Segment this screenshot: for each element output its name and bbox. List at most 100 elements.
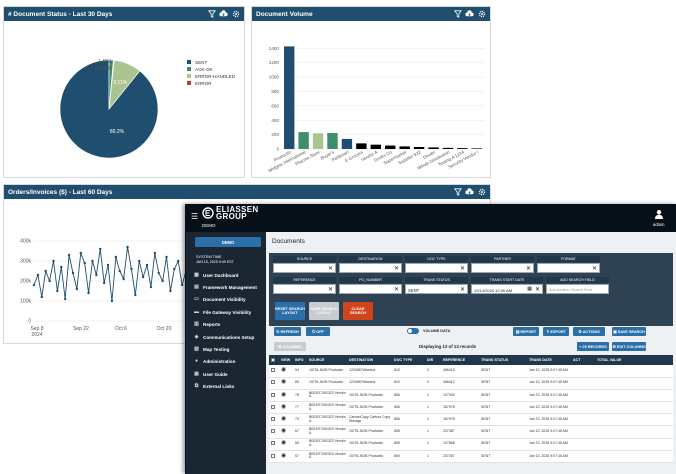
reset-search-layout-button[interactable]: RESET SEARCH LAYOUT [275, 302, 305, 320]
add-search-field-input[interactable]: Add Another Search Field [546, 284, 609, 294]
row-checkbox[interactable] [271, 380, 275, 385]
data-point[interactable] [32, 283, 36, 287]
filter-format-header[interactable]: FORMAT [537, 256, 600, 262]
row-select-cell[interactable] [269, 377, 279, 390]
filter-doctype-header[interactable]: DOC TYPE [405, 256, 468, 262]
data-point[interactable] [141, 275, 145, 279]
user-avatar-icon[interactable] [654, 209, 664, 221]
column-header[interactable]: DIR [425, 355, 441, 365]
column-header[interactable]: DOC TYPE [392, 355, 425, 365]
filter-destination-header[interactable]: DESTINATION [339, 256, 402, 262]
row-select-cell[interactable] [269, 389, 279, 403]
column-header[interactable]: VIEW [279, 355, 293, 365]
filter-reference-input[interactable]: ✕ [273, 284, 336, 294]
row-select-cell[interactable] [269, 365, 279, 378]
data-point[interactable] [149, 285, 153, 289]
gear-icon[interactable] [477, 10, 486, 19]
bar[interactable] [298, 132, 309, 149]
column-header[interactable]: TOTAL VALUE [595, 355, 673, 365]
clear-icon[interactable]: ✕ [327, 287, 333, 293]
column-header[interactable]: REFERENCE [441, 355, 479, 365]
data-point[interactable] [122, 277, 125, 281]
column-header[interactable]: SOURCE [307, 355, 347, 365]
sidebar-item-document-visibility[interactable]: ▭ Document Visibility [186, 294, 266, 306]
filter-partner-header[interactable]: PARTNER [471, 256, 534, 262]
data-point[interactable] [134, 293, 137, 297]
columns-button[interactable]: ⚙ COLUMNS [274, 342, 306, 351]
clear-icon[interactable]: ✕ [534, 287, 540, 293]
data-point[interactable] [118, 269, 121, 273]
row-checkbox[interactable] [271, 416, 275, 421]
data-point[interactable] [145, 263, 149, 267]
data-point[interactable] [60, 265, 63, 269]
save-search-button[interactable]: ▣ SAVE SEARCH [612, 327, 646, 336]
row-checkbox[interactable] [271, 441, 275, 446]
gear-icon[interactable] [231, 10, 240, 19]
row-select-cell[interactable] [269, 438, 279, 451]
data-point[interactable] [40, 295, 43, 299]
sidebar-item-administration[interactable]: ● Administration [186, 356, 266, 368]
data-point[interactable] [83, 261, 86, 265]
data-point[interactable] [161, 279, 164, 283]
row-view-cell[interactable]: ◉ [279, 438, 293, 451]
bar[interactable] [341, 138, 353, 149]
eye-icon[interactable]: ◉ [281, 452, 287, 459]
column-header[interactable]: DESTINATION [347, 355, 392, 365]
export-button[interactable]: ⇪ EXPORT [543, 327, 569, 336]
bar[interactable] [413, 146, 425, 149]
filter-startdate-input[interactable]: 12/14/2024 12:00 AM ▦ ✕ [471, 284, 543, 294]
clear-icon[interactable]: ✕ [393, 287, 399, 293]
data-point[interactable] [169, 289, 172, 293]
auto-refresh-off-button[interactable]: ⏻ OFF [306, 327, 330, 336]
data-point[interactable] [114, 255, 118, 259]
pie-slice[interactable] [108, 59, 141, 110]
data-point[interactable] [157, 271, 160, 275]
filter-partner-input[interactable]: ✕ [471, 263, 534, 273]
row-select-cell[interactable] [269, 450, 279, 464]
table-row[interactable]: ◉ 89 15791-NGB Productio 1234567Wambol 810 0 4… [269, 377, 673, 390]
table-row[interactable]: ◉ 94 15791-NGB Productio 1234567Wambol 810 0 4… [269, 365, 673, 378]
row-view-cell[interactable]: ◉ [279, 377, 293, 390]
bar[interactable] [399, 146, 410, 149]
clear-icon[interactable]: ✕ [525, 266, 531, 272]
data-point[interactable] [106, 263, 110, 267]
bar[interactable] [471, 148, 482, 149]
sidebar-item-user-guide[interactable]: ▣ User Guide [186, 368, 266, 380]
filter-icon[interactable] [207, 10, 216, 19]
column-header[interactable]: TRANS DATE [527, 355, 571, 365]
data-point[interactable] [153, 251, 157, 255]
refresh-button[interactable]: ↻ REFRESH [274, 327, 301, 336]
eye-icon[interactable]: ◉ [281, 415, 287, 422]
legend-label[interactable]: ERROR [195, 81, 212, 86]
table-row[interactable]: ◉ 57 BB21R7262323 Vendor A 15791-NGB Produc… [269, 450, 673, 464]
edit-columns-button[interactable]: ⚙ EDIT COLUMNS [612, 342, 646, 351]
eye-icon[interactable]: ◉ [281, 391, 287, 398]
eye-icon[interactable]: ◉ [281, 366, 287, 373]
filter-startdate-header[interactable]: TRANS START DATE [471, 277, 543, 283]
clear-icon[interactable]: ✕ [591, 266, 597, 272]
data-point[interactable] [79, 251, 82, 255]
clear-icon[interactable]: ✕ [393, 266, 399, 272]
sidebar-item-file-gateway-visibility[interactable]: ▬ File Gateway Visibility [186, 306, 266, 318]
column-header-select[interactable] [269, 355, 279, 365]
data-point[interactable] [138, 259, 141, 263]
gear-icon[interactable] [477, 188, 486, 197]
sidebar-item-framework-management[interactable]: ▤ Framework Management [186, 281, 266, 293]
filter-destination-input[interactable]: ✕ [339, 263, 402, 273]
eye-icon[interactable]: ◉ [281, 403, 287, 410]
data-point[interactable] [36, 273, 40, 277]
row-select-cell[interactable] [269, 401, 279, 415]
row-view-cell[interactable]: ◉ [279, 450, 293, 464]
filter-ponumber-input[interactable]: ✕ [339, 284, 402, 294]
sidebar-item-map-testing[interactable]: ▧ Map Testing [186, 343, 266, 355]
data-point[interactable] [173, 267, 176, 271]
data-point[interactable] [87, 291, 90, 295]
volume-data-toggle[interactable] [407, 328, 419, 334]
filter-transstatus-input[interactable]: SENT ✕ [405, 284, 468, 294]
row-checkbox[interactable] [271, 392, 275, 397]
sidebar-item-external-links[interactable]: ⧉ External Links [186, 381, 266, 393]
data-point[interactable] [63, 297, 67, 301]
filter-transstatus-header[interactable]: TRANS STATUS [405, 277, 468, 283]
data-point[interactable] [180, 283, 184, 287]
cloud-download-icon[interactable] [465, 188, 474, 197]
